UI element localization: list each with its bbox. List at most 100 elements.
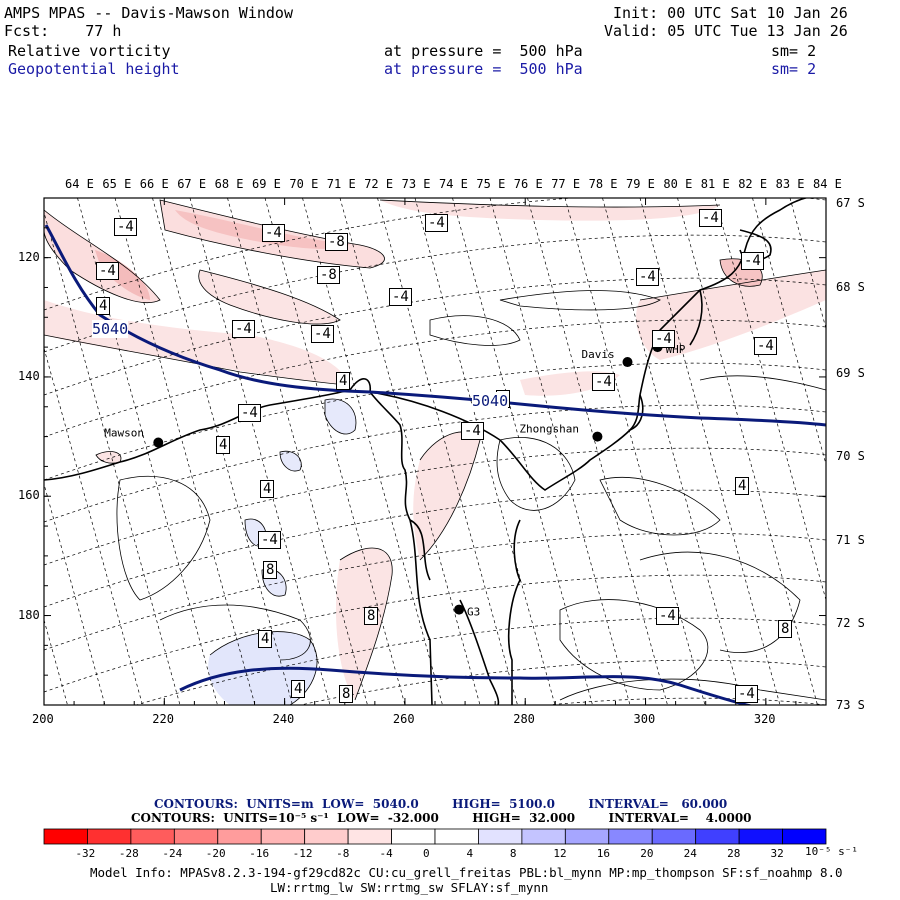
meridian-line [227,198,368,705]
meridian-line [489,198,631,705]
colorbar-swatch [347,828,392,845]
field2-level: at pressure = 500 hPa [384,60,583,78]
longitude-label: 70 E [289,177,319,191]
geopotential-height-contours [44,224,826,705]
colorbar-tick-label: -4 [379,847,393,860]
longitude-label: 79 E [626,177,655,191]
vorticity-label: -4 [238,404,261,422]
colorbar-swatch [521,828,566,845]
colorbar-swatch [651,828,697,845]
height-contour-info: CONTOURS: UNITS=m LOW= 5040.0 HIGH= 5100… [154,797,728,811]
station-marker [592,431,603,442]
vorticity-label: -4 [461,422,484,440]
meridian-line [452,198,593,705]
colorbar-tick-label: 12 [553,847,567,860]
model-info-line1: Model Info: MPASv8.2.3-194-gf29cd82c CU:… [90,865,843,880]
y-tick-label: 160 [18,488,40,503]
colorbar-tick-label: 4 [466,847,474,860]
colorbar-tick-label: -8 [336,847,350,860]
latitude-label: 71 S [836,533,865,547]
y-tick-label: 140 [18,368,40,383]
meridian-line [44,211,181,705]
x-tick-label: 240 [272,712,295,726]
longitude-label: 77 E [551,177,581,191]
vorticity-label: -4 [735,685,758,703]
parallel-line [135,617,826,705]
parallel-line [44,234,826,353]
meridian-line [189,198,331,705]
field2-smoothing: sm= 2 [771,60,817,78]
longitude-label: 66 E [139,177,169,191]
y-tick-label: 120 [18,249,40,264]
longitude-label: 74 E [439,177,468,191]
vorticity-label: 8 [339,685,354,703]
vorticity-contour-info: CONTOURS: UNITS=10⁻⁵ s⁻¹ LOW= -32.000 HI… [131,811,752,825]
colorbar-tick-label: -24 [162,847,183,860]
meridian-line [44,482,106,705]
parallel-line [44,532,826,651]
field1-smoothing: sm= 2 [771,42,817,60]
meridian-line [377,198,518,705]
longitude-label: 68 E [214,177,244,191]
x-tick-label: 220 [152,712,174,726]
vorticity-label: -4 [592,373,615,391]
station-label: G3 [467,606,480,619]
init-time: Init: 00 UTC Sat 10 Jan 26 [613,4,848,22]
longitude-label: 69 E [252,177,281,191]
colorbar-swatch [564,828,610,845]
vorticity-label: 4 [216,436,231,454]
longitude-label: 76 E [513,177,543,191]
vorticity-label: -4 [425,214,448,232]
station-marker [454,604,465,615]
parallel-line [44,362,826,481]
field1-level: at pressure = 500 hPa [384,42,583,60]
meridian-line [339,198,481,705]
colorbar-tick-label: -32 [75,847,96,860]
vorticity-label: -4 [311,325,334,343]
vorticity-label: -4 [114,218,137,236]
parallel-line [44,319,826,438]
colorbar-swatch [130,828,175,845]
map-title: AMPS MPAS -- Davis-Mawson Window [4,4,293,22]
graticule-parallels [44,198,826,705]
x-tick-label: 260 [392,712,415,726]
longitude-label: 80 E [663,177,693,191]
x-axis-ticks [43,198,827,705]
vorticity-label: -8 [317,266,340,284]
parallel-line [44,404,826,523]
longitude-label: 71 E [326,177,356,191]
meridian-line [602,198,743,705]
colorbar-swatch [173,828,219,845]
meridian-line [302,198,443,705]
colorbar-tick-label: 16 [596,847,611,860]
field2-name: Geopotential height [8,60,180,78]
colorbar-units: 10⁻⁵ s⁻¹ [805,845,858,858]
x-tick-label: 300 [633,712,656,726]
meridian-line [414,198,556,705]
latitude-label: 72 S [836,616,865,630]
colorbar-tick-label: 0 [423,847,430,860]
parallel-line [44,574,826,693]
vorticity-label: 8 [364,607,379,625]
vorticity-label: 8 [778,620,793,638]
colorbar-swatch [43,828,88,845]
vorticity-label: -4 [636,268,659,286]
vorticity-label: -4 [754,337,777,355]
field1-name: Relative vorticity [8,42,171,60]
forecast-hour: Fcst: 77 h [4,22,122,40]
station-marker [622,357,633,368]
vorticity-label: -4 [652,330,675,348]
colorbar-swatch [87,828,132,845]
colorbar-swatch [782,828,827,845]
colorbar-tick-label: -12 [292,847,313,860]
meridian-line [44,346,143,705]
model-info-line2: LW:rrtmg_lw SW:rrtmg_sw SFLAY:sf_mynn [270,880,549,895]
y-tick-label: 180 [18,607,40,622]
longitude-label: 81 E [700,177,730,191]
meridian-line [639,198,781,705]
colorbar-swatch [391,828,436,845]
colorbar-swatch [608,828,653,845]
meridian-line [264,198,406,705]
